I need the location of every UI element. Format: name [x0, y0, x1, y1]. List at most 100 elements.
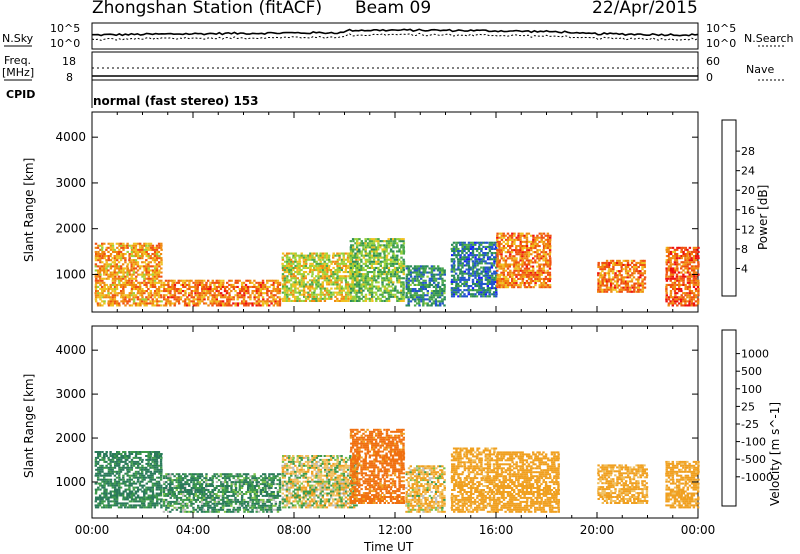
echo-cell [396, 297, 399, 300]
echo-cell [342, 254, 345, 257]
echo-cell [488, 276, 492, 279]
echo-cell [107, 250, 110, 253]
echo-cell [402, 238, 405, 241]
echo-cell [402, 281, 405, 284]
echo-cell [323, 269, 327, 272]
echo-cell [540, 240, 543, 243]
echo-cell [103, 476, 106, 479]
echo-cell [422, 302, 425, 305]
echo-cell [407, 271, 411, 274]
echo-cell [372, 260, 376, 263]
echo-cell [130, 478, 133, 481]
echo-cell [463, 295, 466, 298]
echo-cell [694, 304, 698, 307]
echo-cell [278, 288, 282, 291]
echo-cell [356, 289, 359, 292]
echo-cell [155, 470, 158, 473]
echo-cell [139, 290, 142, 293]
echo-cell [502, 232, 505, 235]
echo-cell [665, 300, 668, 303]
echo-cell [118, 462, 121, 465]
echo-cell [368, 242, 372, 245]
echo-cell [118, 474, 121, 477]
echo-cell [626, 282, 629, 285]
echo-cell [315, 269, 318, 272]
echo-cell [138, 267, 142, 270]
echo-cell [536, 273, 539, 276]
echo-cell [147, 480, 150, 483]
echo-cell [387, 295, 391, 298]
echo-cell [387, 285, 390, 288]
echo-cell [616, 280, 619, 283]
echo-cell [697, 288, 700, 291]
echo-cell [542, 247, 546, 250]
echo-cell [122, 290, 125, 293]
echo-cell [283, 291, 287, 294]
echo-cell [308, 287, 312, 290]
echo-cell [103, 492, 106, 495]
echo-cell [379, 289, 382, 292]
echo-cell [132, 498, 136, 501]
echo-cell [457, 247, 460, 250]
echo-cell [116, 458, 119, 461]
echo-cell [486, 280, 490, 283]
echo-cell [532, 234, 535, 237]
echo-cell [637, 288, 640, 291]
echo-cell [405, 294, 408, 297]
echo-cell [371, 295, 374, 298]
echo-cell [336, 285, 339, 288]
echo-cell [611, 272, 615, 275]
echo-cell [511, 271, 514, 274]
echo-cell [540, 282, 543, 285]
echo-cell [697, 263, 700, 266]
echo-cell [507, 238, 510, 241]
echo-cell [117, 302, 121, 305]
echo-cell [317, 258, 321, 261]
echo-cell [502, 263, 506, 266]
echo-cell [223, 290, 227, 293]
echo-cell [490, 282, 494, 285]
echo-cell [169, 288, 172, 291]
echo-cell [203, 292, 206, 295]
echo-cell [686, 269, 690, 272]
echo-cell [511, 277, 514, 280]
echo-cell [484, 293, 488, 296]
echo-cell [424, 265, 427, 268]
echo-cell [204, 302, 208, 305]
echo-cell [155, 294, 159, 297]
echo-cell [130, 468, 133, 471]
echo-cell [162, 487, 166, 489]
echo-cell [492, 293, 496, 296]
echo-cell [149, 302, 152, 305]
echo-cell [599, 290, 602, 293]
echo-cell [147, 488, 150, 491]
echo-cell [486, 256, 490, 259]
echo-cell [381, 266, 384, 269]
echo-cell [440, 288, 444, 291]
echo-cell [185, 304, 189, 307]
echo-cell [171, 285, 174, 288]
echo-cell [521, 257, 524, 260]
echo-cell [101, 281, 104, 284]
echo-cell [136, 288, 140, 291]
echo-cell [490, 243, 494, 246]
echo-cell [300, 254, 303, 257]
echo-cell [672, 273, 675, 276]
echo-cell [375, 297, 378, 300]
echo-cell [315, 279, 318, 282]
echo-cell [228, 292, 231, 295]
echo-cell [322, 258, 325, 261]
echo-cell [207, 298, 210, 301]
echo-cell [488, 256, 492, 259]
echo-cell [452, 262, 456, 265]
echo-cell [549, 261, 552, 264]
echo-cell [436, 294, 440, 297]
echo-cell [347, 299, 350, 302]
echo-cell [354, 252, 357, 255]
echo-cell [469, 274, 473, 277]
echo-cell [471, 278, 475, 281]
echo-cell [259, 300, 263, 303]
echo-cell [124, 453, 127, 455]
echo-cell [416, 298, 419, 301]
echo-cell [134, 250, 138, 253]
